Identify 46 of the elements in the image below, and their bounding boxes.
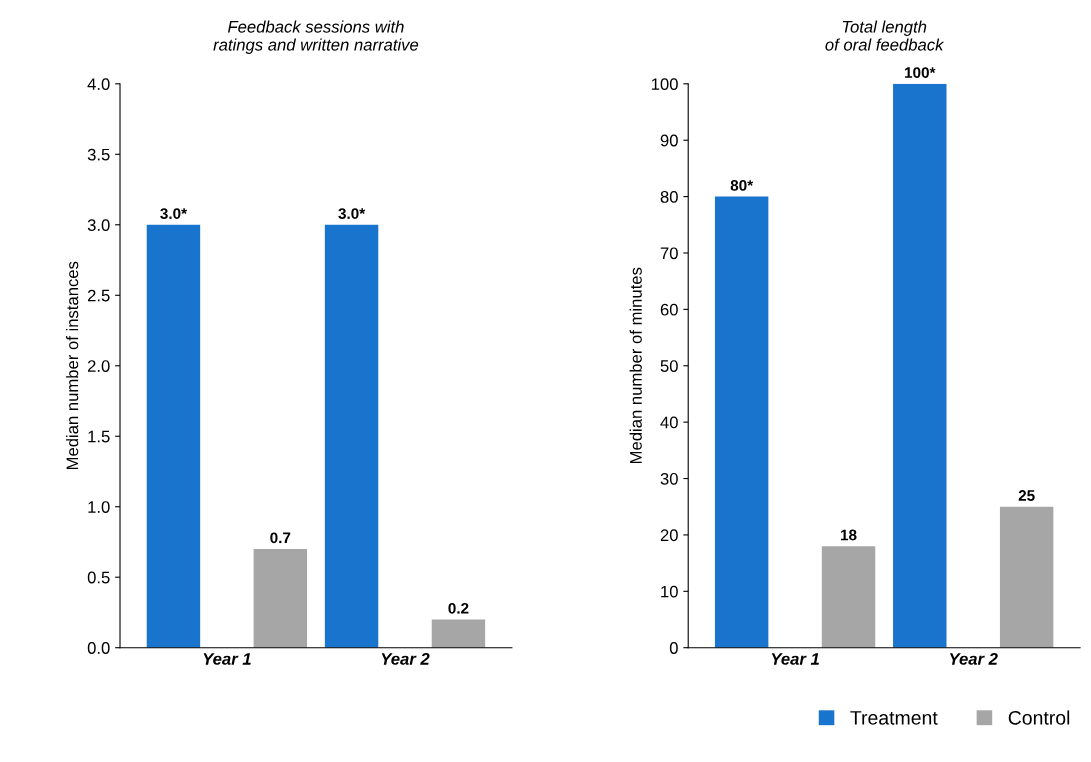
- y-tick-label: 40: [660, 416, 678, 429]
- bar: [253, 549, 308, 648]
- x-tick-label: Year 2: [949, 653, 998, 665]
- y-tick-label: 0: [669, 642, 678, 654]
- y-axis-title: Median number of instances: [66, 261, 79, 470]
- y-tick-label: 4.0: [87, 78, 110, 91]
- bar: [146, 224, 201, 648]
- y-tick-label: 2.5: [87, 289, 110, 302]
- y-axis-title: Median number of minutes: [629, 267, 642, 464]
- bar: [821, 546, 876, 648]
- y-tick-label: 100: [651, 78, 678, 91]
- y-tick-label: 0.5: [87, 571, 110, 584]
- data-label: 3.0*: [160, 208, 188, 220]
- legend-label: Control: [1008, 710, 1070, 725]
- y-tick-label: 70: [660, 247, 678, 260]
- bar: [999, 506, 1054, 648]
- y-tick-label: 60: [660, 303, 678, 316]
- bar: [714, 196, 769, 648]
- y-tick-label: 80: [660, 191, 678, 203]
- x-tick-label: Year 2: [381, 653, 430, 665]
- data-label: 80*: [730, 179, 754, 191]
- x-tick-label: Year 1: [771, 653, 819, 665]
- y-tick-label: 10: [661, 585, 678, 598]
- data-label: 25: [1018, 490, 1035, 501]
- bar: [324, 224, 379, 648]
- y-tick-label: 2.0: [87, 360, 110, 372]
- y-tick-label: 3.5: [87, 148, 110, 161]
- y-tick-label: 0.0: [87, 642, 110, 654]
- y-tick-label: 90: [660, 134, 678, 147]
- data-label: 3.0*: [338, 208, 366, 220]
- y-tick-label: 3.0: [87, 219, 110, 231]
- bar: [431, 619, 486, 648]
- y-tick-label: 30: [660, 472, 678, 485]
- data-label: 0.2: [448, 602, 469, 614]
- y-tick-label: 1.5: [88, 430, 110, 443]
- y-tick-label: 50: [660, 360, 678, 372]
- chart-title: Total length of oral feedback: [825, 20, 945, 51]
- data-label: 0.7: [270, 532, 291, 544]
- data-label: 100*: [905, 67, 936, 79]
- y-tick-label: 20: [660, 529, 678, 542]
- x-tick-label: Year 1: [203, 653, 251, 665]
- legend-label: Treatment: [850, 711, 938, 725]
- chart-title: Feedback sessions with ratings and written narrative: [213, 20, 419, 54]
- data-label: 18: [841, 529, 857, 541]
- y-tick-label: 1.0: [88, 501, 110, 513]
- bar: [893, 83, 947, 648]
